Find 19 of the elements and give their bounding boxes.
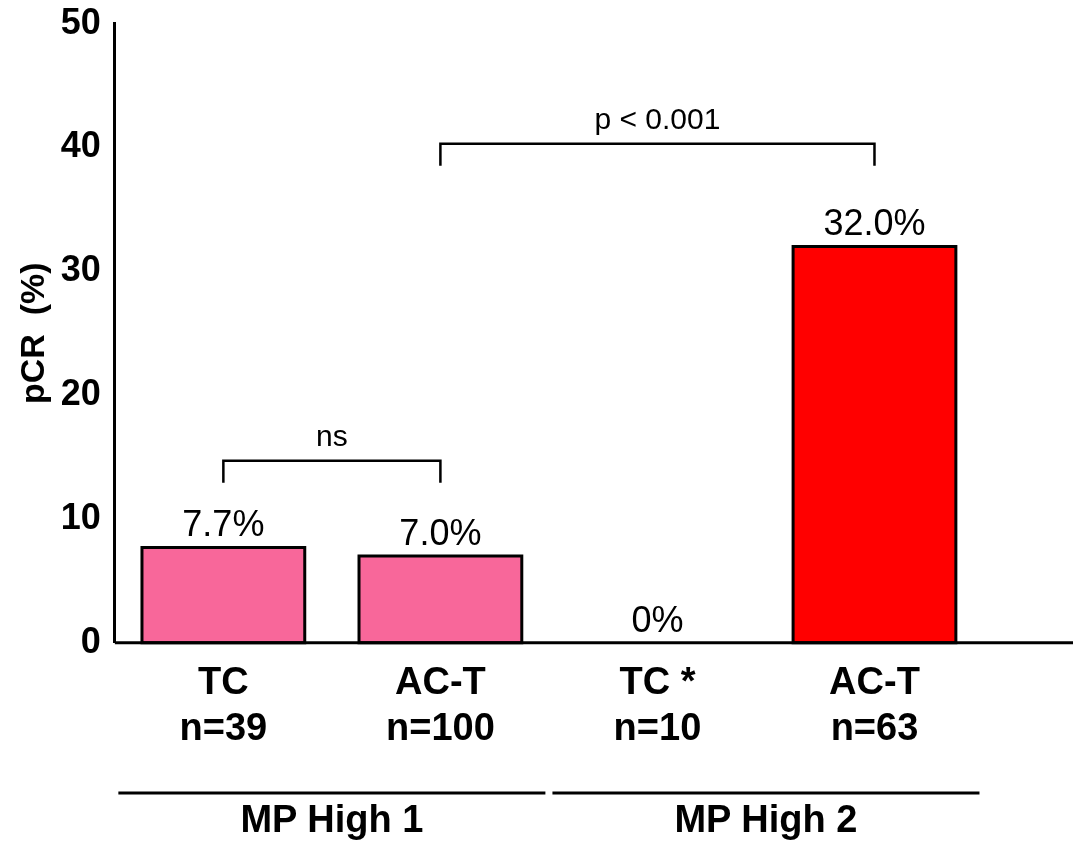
annotation: ns <box>316 419 348 453</box>
data-label: 7.0% <box>399 512 482 554</box>
y-tick-label: 0 <box>80 619 101 661</box>
data-label: 7.7% <box>182 503 265 545</box>
y-tick-label: 50 <box>60 0 101 42</box>
y-tick-label: 30 <box>60 248 101 290</box>
y-axis-title: pCR (%) <box>12 262 51 405</box>
y-tick-label: 20 <box>60 372 101 414</box>
x-tick-label: TC * n=10 <box>613 660 702 748</box>
data-label: 32.0% <box>823 202 926 244</box>
data-label: 0% <box>631 598 684 640</box>
x-tick-label: TC n=39 <box>179 660 268 748</box>
y-tick-label: 40 <box>60 124 101 166</box>
y-tick-label: 10 <box>60 495 101 537</box>
x-tick-label: AC-T n=100 <box>386 660 495 748</box>
x-tick-label: AC-T n=63 <box>829 660 920 748</box>
text: MP High 2 <box>674 798 858 841</box>
text: MP High 1 <box>240 798 424 841</box>
annotation: p < 0.001 <box>594 101 721 135</box>
